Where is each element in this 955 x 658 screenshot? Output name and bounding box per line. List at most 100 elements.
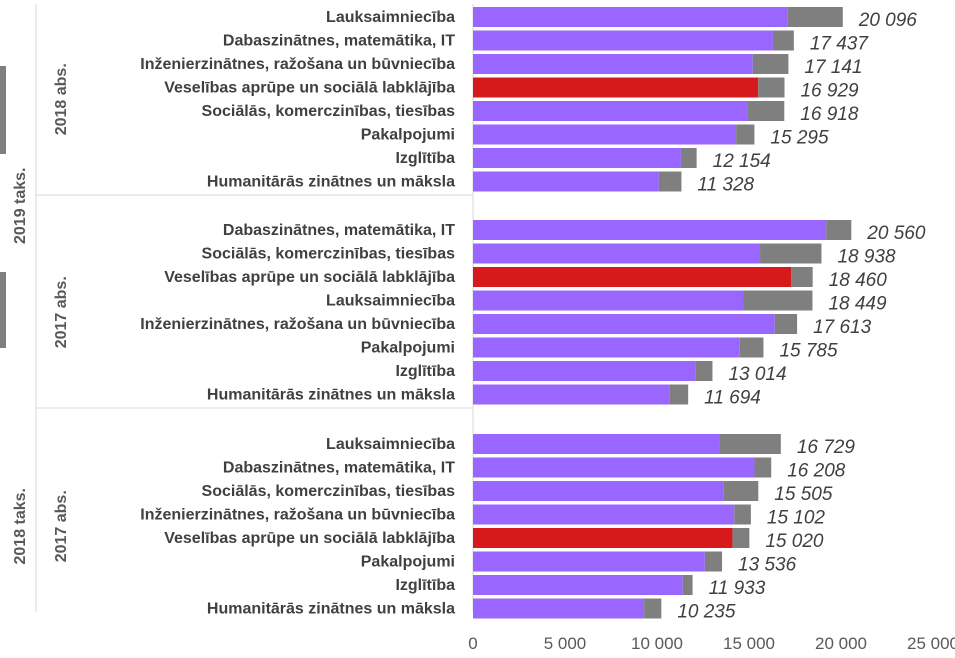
category-label: Pakalpojumi (361, 554, 455, 571)
bar-main (473, 7, 788, 27)
bar-main (473, 314, 775, 334)
value-label: 18 449 (828, 294, 887, 315)
value-label: 16 918 (800, 104, 859, 125)
bar-remainder (754, 457, 772, 478)
category-label: Izglītība (395, 363, 455, 380)
bar-remainder (752, 54, 789, 74)
value-label: 17 141 (804, 57, 862, 78)
bar-remainder (732, 528, 750, 548)
bar-main (473, 528, 733, 548)
value-label: 17 437 (810, 34, 870, 55)
value-label: 15 505 (774, 484, 833, 505)
inner-group-label: 2017 abs. (53, 276, 70, 348)
category-label: Veselības aprūpe un sociālā labklājība (164, 80, 455, 97)
bar-remainder (747, 101, 785, 121)
bar-main (473, 54, 753, 74)
x-tick-label: 15 000 (723, 634, 775, 653)
bar-remainder (787, 7, 843, 27)
value-label: 15 102 (767, 508, 826, 529)
bar-main (473, 384, 670, 405)
category-label: Lauksaimniecība (326, 9, 455, 26)
bar-main (473, 434, 720, 454)
category-label: Pakalpojumi (361, 340, 455, 357)
bar-remainder (758, 77, 785, 98)
value-label: 20 560 (866, 223, 926, 244)
bar-remainder (734, 504, 751, 525)
bar-remainder (682, 575, 693, 595)
bar-remainder (658, 171, 682, 192)
bar-main (473, 148, 681, 168)
bar-main (473, 124, 737, 145)
bar-main (473, 457, 755, 478)
bar-main (473, 30, 773, 51)
category-label: Dabaszinātnes, matemātika, IT (223, 33, 455, 50)
category-label: Inženierzinātnes, ražošana un būvniecība (140, 507, 455, 524)
bar-remainder (719, 434, 781, 454)
bar-main (473, 101, 748, 121)
bar-main (473, 598, 645, 619)
category-label: Sociālās, komerczinības, tiesības (202, 103, 456, 120)
category-label: Inženierzinātnes, ražošana un būvniecība (140, 316, 455, 333)
value-label: 12 154 (713, 151, 771, 172)
bar-remainder (772, 30, 794, 51)
outer-group-marker (0, 272, 6, 348)
bar-main (473, 337, 740, 358)
bar-remainder (743, 290, 813, 311)
bar-remainder (791, 267, 813, 287)
outer-group-marker (0, 66, 6, 154)
bar-remainder (644, 598, 662, 619)
bar-main (473, 575, 683, 595)
x-tick-label: 25 000 (907, 634, 955, 653)
category-label: Izglītība (395, 150, 455, 167)
bar-remainder (695, 361, 713, 381)
value-label: 16 729 (797, 437, 856, 458)
bar-remainder (669, 384, 689, 405)
inner-group-label: 2017 abs. (53, 490, 70, 562)
category-label: Humanitārās zinātnes un māksla (207, 174, 455, 191)
bar-remainder (704, 551, 723, 572)
x-tick-label: 5 000 (544, 634, 587, 653)
outer-group-label: 2019 taks. (12, 167, 29, 244)
bar-remainder (826, 220, 852, 240)
bar-remainder (774, 314, 798, 334)
value-label: 10 235 (677, 602, 736, 623)
category-label: Veselības aprūpe un sociālā labklājība (164, 269, 455, 286)
bar-main (473, 504, 735, 525)
value-label: 16 208 (787, 461, 846, 482)
bar-main (473, 361, 696, 381)
category-label: Humanitārās zinātnes un māksla (207, 387, 455, 404)
bars-layer (473, 7, 852, 619)
value-label: 17 613 (813, 317, 872, 338)
value-label: 16 929 (800, 81, 859, 102)
labels-layer: Lauksaimniecība 20 096 Dabaszinātnes, mate… (12, 9, 926, 623)
bar-main (473, 267, 792, 287)
category-label: Dabaszinātnes, matemātika, IT (223, 222, 455, 239)
category-label: Sociālās, komerczinības, tiesības (202, 246, 456, 263)
category-label: Dabaszinātnes, matemātika, IT (223, 460, 455, 477)
bar-remainder (760, 243, 822, 264)
category-label: Pakalpojumi (361, 127, 455, 144)
category-label: Veselības aprūpe un sociālā labklājība (164, 530, 455, 547)
outer-group-label: 2018 taks. (12, 488, 29, 565)
x-tick-label: 0 (468, 634, 477, 653)
value-label: 13 536 (738, 555, 797, 576)
bar-main (473, 243, 761, 264)
value-label: 18 938 (837, 247, 896, 268)
bar-remainder (739, 337, 764, 358)
inner-group-label: 2018 abs. (53, 63, 70, 135)
bar-main (473, 481, 724, 501)
category-label: Izglītība (395, 577, 455, 594)
value-label: 18 460 (829, 270, 888, 291)
category-label: Humanitārās zinātnes un māksla (207, 601, 455, 618)
value-label: 15 295 (770, 128, 829, 149)
category-label: Lauksaimniecība (326, 436, 455, 453)
value-label: 15 785 (779, 341, 838, 362)
value-label: 11 933 (709, 578, 766, 599)
bar-remainder (723, 481, 759, 501)
x-tick-label: 10 000 (631, 634, 683, 653)
bar-main (473, 171, 659, 192)
bar-main (473, 77, 759, 98)
x-axis: 0 5 000 10 000 15 000 20 000 25 000 (468, 634, 955, 653)
value-label: 15 020 (765, 531, 824, 552)
